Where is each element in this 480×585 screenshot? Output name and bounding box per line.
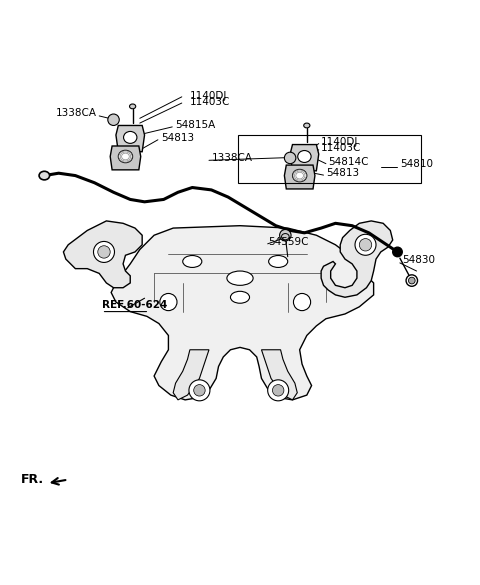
Circle shape <box>94 242 115 263</box>
Text: 54810: 54810 <box>400 160 433 170</box>
Ellipse shape <box>230 291 250 303</box>
Ellipse shape <box>227 271 253 285</box>
Ellipse shape <box>118 150 132 163</box>
Text: 54830: 54830 <box>402 255 435 265</box>
Circle shape <box>360 239 372 251</box>
Text: 54814C: 54814C <box>328 157 369 167</box>
Polygon shape <box>63 221 142 288</box>
Ellipse shape <box>123 132 137 143</box>
Ellipse shape <box>269 256 288 267</box>
Text: 11403C: 11403C <box>321 143 361 153</box>
Polygon shape <box>262 350 297 400</box>
Ellipse shape <box>304 123 310 128</box>
Text: 1140DJ: 1140DJ <box>190 91 227 101</box>
Text: 1338CA: 1338CA <box>56 108 97 118</box>
Circle shape <box>194 384 205 396</box>
Polygon shape <box>321 221 393 297</box>
Circle shape <box>189 380 210 401</box>
Text: 54813: 54813 <box>326 167 359 178</box>
Text: 54559C: 54559C <box>269 237 309 247</box>
Polygon shape <box>116 125 144 152</box>
Ellipse shape <box>130 104 136 109</box>
Circle shape <box>280 229 291 241</box>
Text: 54813: 54813 <box>161 133 194 143</box>
Circle shape <box>160 294 177 311</box>
Ellipse shape <box>298 150 311 163</box>
Text: 1140DJ: 1140DJ <box>321 136 359 147</box>
Polygon shape <box>290 144 319 171</box>
Circle shape <box>293 294 311 311</box>
Text: 54815A: 54815A <box>176 120 216 130</box>
Circle shape <box>108 114 119 125</box>
Ellipse shape <box>292 170 307 182</box>
Circle shape <box>98 246 110 258</box>
Ellipse shape <box>183 256 202 267</box>
Circle shape <box>268 380 288 401</box>
Polygon shape <box>284 165 315 189</box>
Polygon shape <box>173 350 209 400</box>
Text: REF.60-624: REF.60-624 <box>102 300 167 310</box>
Circle shape <box>406 275 418 286</box>
Circle shape <box>284 152 296 164</box>
Text: FR.: FR. <box>21 473 44 486</box>
Polygon shape <box>110 146 141 170</box>
Circle shape <box>408 277 415 284</box>
Text: 11403C: 11403C <box>190 98 230 108</box>
Circle shape <box>393 247 402 257</box>
Circle shape <box>355 234 376 255</box>
Ellipse shape <box>39 171 49 180</box>
Polygon shape <box>111 226 373 400</box>
Text: 1338CA: 1338CA <box>211 153 252 163</box>
Circle shape <box>273 384 284 396</box>
